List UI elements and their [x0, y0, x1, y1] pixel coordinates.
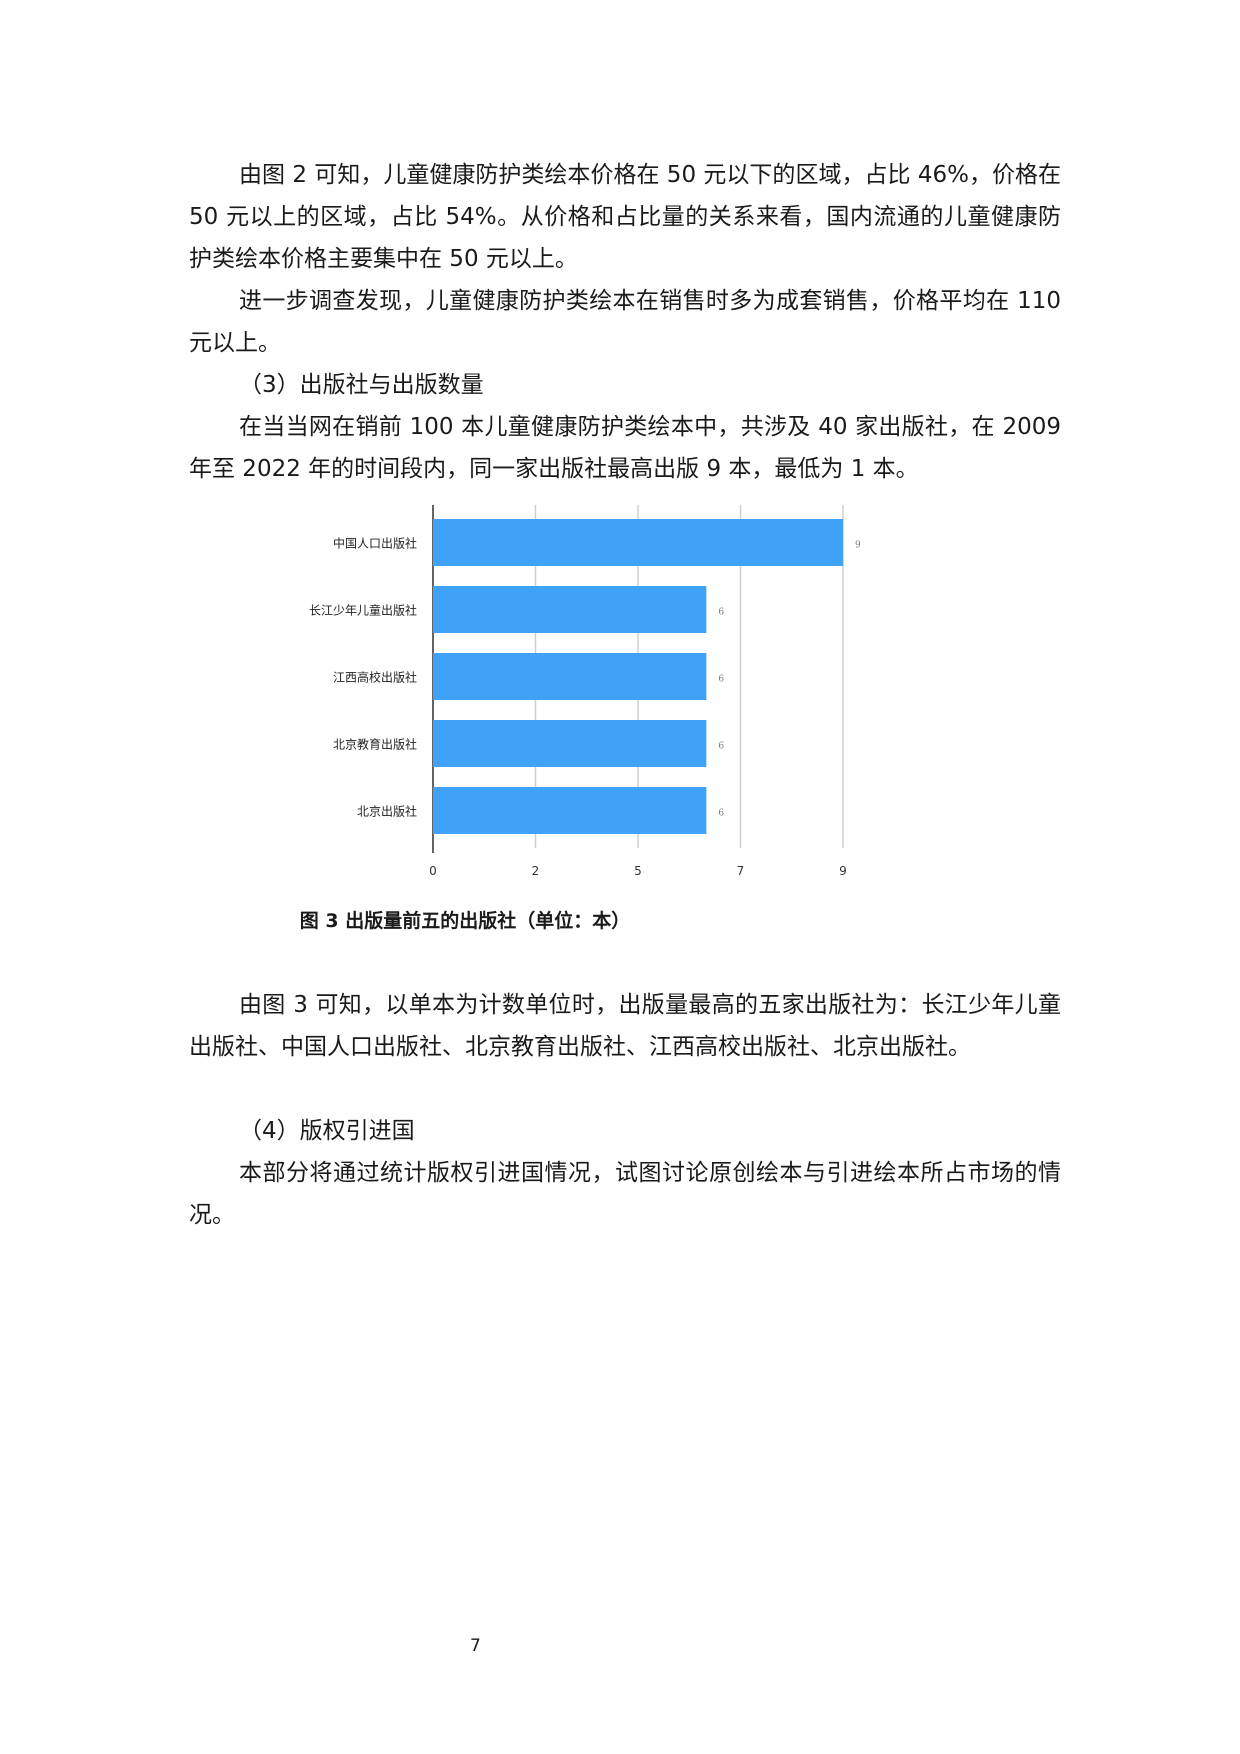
x-tick-label: 5	[634, 864, 642, 875]
bar	[433, 787, 707, 834]
data-label: 6	[718, 809, 724, 819]
data-label: 6	[718, 675, 724, 685]
data-label: 9	[855, 541, 861, 551]
section-heading-copyright: （4）版权引进国	[239, 1118, 415, 1144]
publisher-bar-chart: 0 2 5 7 9 中国人口出版社 9 长江少年儿童出版社 6 江西高校出版社 6 北京教育出版社 6 北…	[309, 505, 861, 875]
category-label: 长江少年儿童出版社	[309, 603, 417, 618]
paragraph-set-sales: 进一步调查发现，儿童健康防护类绘本在销售时多为成套销售，价格平均在 110 元以…	[189, 288, 1061, 356]
category-label: 北京教育出版社	[333, 737, 417, 752]
paragraph-publishers: 在当当网在销前 100 本儿童健康防护类绘本中，共涉及 40 家出版社，在 20…	[189, 414, 1061, 482]
category-label: 江西高校出版社	[333, 670, 417, 685]
x-tick-label: 2	[532, 864, 540, 875]
paragraph-price: 由图 2 可知，儿童健康防护类绘本价格在 50 元以下的区域，占比 46%，价格…	[189, 162, 1061, 272]
paragraph-copyright: 本部分将通过统计版权引进国情况，试图讨论原创绘本与引进绘本所占市场的情况。	[189, 1160, 1061, 1228]
category-label: 北京出版社	[357, 804, 417, 819]
bar	[433, 519, 843, 566]
x-tick-label: 9	[839, 864, 847, 875]
category-label: 中国人口出版社	[333, 536, 417, 551]
bar	[433, 720, 707, 767]
bar	[433, 653, 707, 700]
figure-caption: 图 3 出版量前五的出版社（单位：本）	[299, 910, 631, 932]
bar	[433, 586, 707, 633]
section-heading-publishers: （3）出版社与出版数量	[239, 372, 484, 398]
x-tick-label: 0	[429, 864, 437, 875]
x-tick-label: 7	[737, 864, 745, 875]
data-label: 6	[718, 742, 724, 752]
data-label: 6	[718, 608, 724, 618]
page-number: 7	[470, 1636, 481, 1656]
paragraph-figure3: 由图 3 可知，以单本为计数单位时，出版量最高的五家出版社为：长江少年儿童出版社…	[189, 992, 1061, 1060]
